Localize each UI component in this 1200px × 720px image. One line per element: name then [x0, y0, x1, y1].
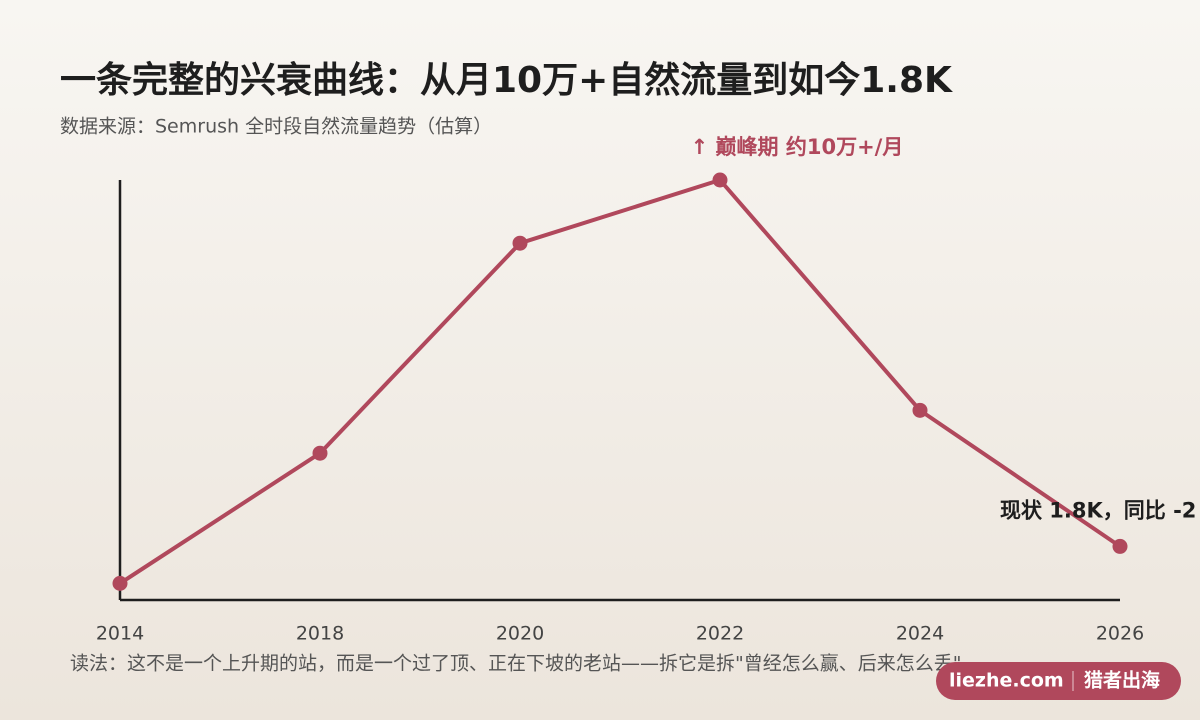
badge-site: liezhe.com — [949, 670, 1064, 692]
point — [912, 402, 928, 418]
x-tick-label: 2024 — [896, 623, 944, 645]
x-tick-label: 2018 — [296, 623, 344, 645]
point — [712, 172, 728, 188]
note: 读法：这不是一个上升期的站，而是一个过了顶、正在下坡的老站——拆它是拆"曾经怎么… — [70, 653, 961, 675]
x-tick-label: 2026 — [1096, 623, 1144, 645]
x-tick-label: 2014 — [96, 623, 144, 645]
x-tick-label: 2022 — [696, 623, 744, 645]
point — [312, 445, 328, 461]
badge-bg — [936, 662, 1181, 700]
line — [118, 178, 1122, 586]
chart-title: 一条完整的兴衰曲线：从月10万+自然流量到如今1.8K — [60, 59, 953, 101]
badge-brand: 猎者出海 — [1084, 669, 1160, 692]
annotation-current: 现状 1.8K，同比 -2 — [1000, 498, 1196, 522]
point — [112, 575, 128, 591]
chart-subtitle: 数据来源：Semrush 全时段自然流量趋势（估算） — [60, 116, 492, 138]
point — [512, 235, 528, 251]
point — [1112, 538, 1128, 554]
annotation-peak: ↑ 巅峰期 约10万+/月 — [691, 135, 904, 159]
badge[interactable]: liezhe.com 猎者出海 — [936, 662, 1181, 700]
x-tick-label: 2020 — [496, 623, 544, 645]
